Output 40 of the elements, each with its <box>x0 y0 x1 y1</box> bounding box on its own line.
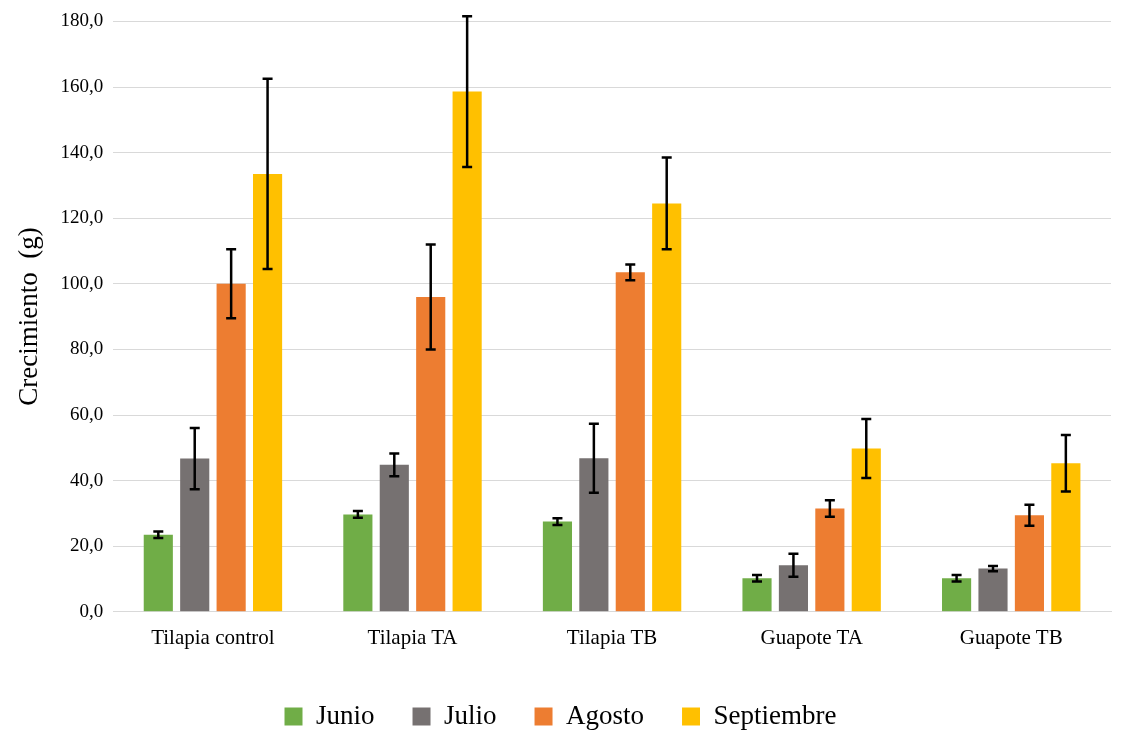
bar <box>579 458 609 612</box>
bar <box>343 514 373 612</box>
bar <box>379 464 409 612</box>
bar <box>778 565 808 612</box>
bar <box>742 578 772 612</box>
x-tick-label: Guapote TA <box>760 624 864 649</box>
y-tick-label: 60,0 <box>69 402 104 424</box>
bar <box>851 448 881 612</box>
bar <box>180 458 210 612</box>
bar <box>143 534 173 612</box>
legend-label: Julio <box>444 699 497 730</box>
y-tick-label: 20,0 <box>69 534 104 556</box>
x-tick-label: Guapote TB <box>959 624 1063 649</box>
bar <box>942 578 972 612</box>
y-tick-label: 140,0 <box>60 140 104 162</box>
bar <box>615 272 645 612</box>
bar <box>1051 463 1081 612</box>
bar <box>542 521 573 612</box>
bar <box>253 173 283 612</box>
bar <box>216 283 246 612</box>
x-tick-label: Tilapia TB <box>566 624 658 649</box>
legend-label: Junio <box>316 699 375 730</box>
bar <box>1014 515 1044 612</box>
y-tick-label: 120,0 <box>60 206 104 228</box>
x-tick-label: Tilapia control <box>151 624 275 649</box>
y-tick-label: 0,0 <box>79 599 104 621</box>
y-tick-label: 180,0 <box>60 9 104 31</box>
y-tick-label: 100,0 <box>60 271 104 293</box>
y-tick-label: 40,0 <box>69 468 104 490</box>
y-axis-title: Crecimiento (g) <box>13 227 44 406</box>
x-tick-label: Tilapia TA <box>367 624 459 649</box>
bar <box>416 296 446 612</box>
y-tick-label: 160,0 <box>60 74 104 96</box>
bar <box>978 568 1008 612</box>
bar <box>452 91 482 612</box>
y-tick-label: 80,0 <box>69 337 104 359</box>
legend-label: Septiembre <box>713 699 837 730</box>
bar <box>652 203 682 612</box>
legend-label: Agosto <box>566 699 645 730</box>
bar <box>815 508 845 612</box>
